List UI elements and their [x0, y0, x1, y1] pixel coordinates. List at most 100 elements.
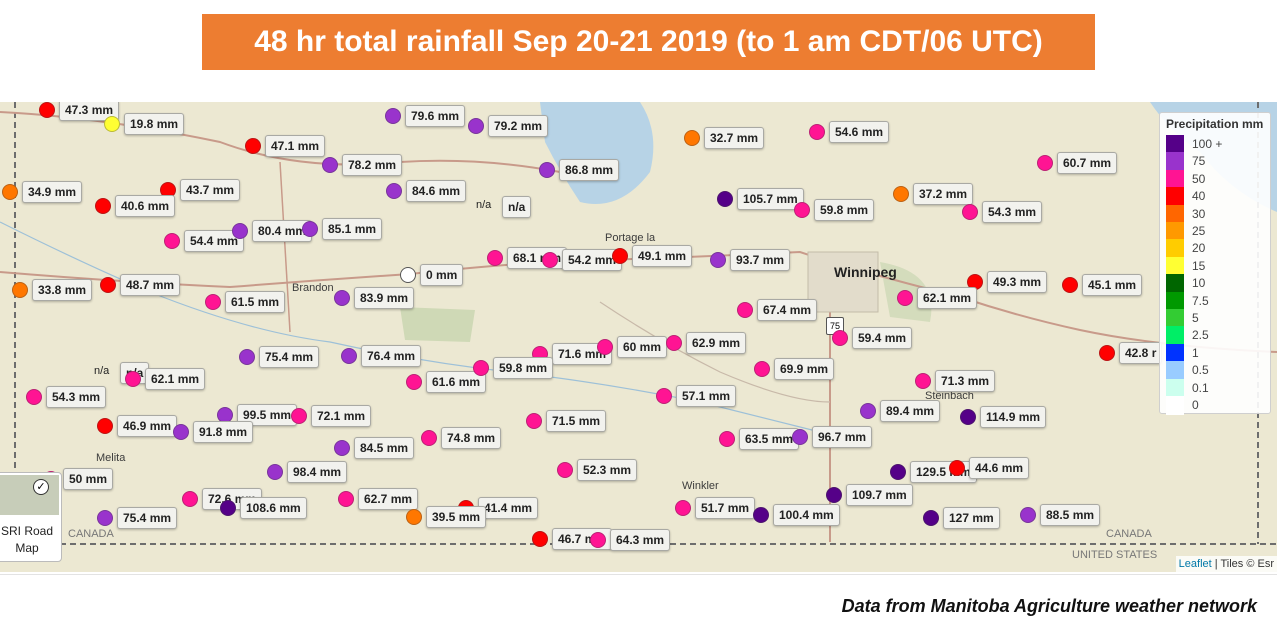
station-dot[interactable]: [526, 413, 542, 429]
station-rainfall-label: 19.8 mm: [124, 113, 185, 135]
station-dot[interactable]: [1037, 155, 1053, 171]
station-dot[interactable]: [949, 460, 965, 476]
station-dot[interactable]: [557, 462, 573, 478]
legend-label: 2.5: [1192, 328, 1209, 343]
station-rainfall-label: 71.3 mm: [935, 370, 996, 392]
station-dot[interactable]: [220, 500, 236, 516]
station-dot[interactable]: [710, 252, 726, 268]
basemap-thumbnail[interactable]: [0, 475, 59, 515]
station-dot[interactable]: [232, 223, 248, 239]
station-dot[interactable]: [95, 198, 111, 214]
station-dot[interactable]: [97, 418, 113, 434]
station-dot[interactable]: [2, 184, 18, 200]
station-dot[interactable]: [302, 221, 318, 237]
station-dot[interactable]: [719, 431, 735, 447]
station-dot[interactable]: [737, 302, 753, 318]
station-dot[interactable]: [656, 388, 672, 404]
station-dot[interactable]: [205, 294, 221, 310]
town-winnipeg: Winnipeg: [834, 264, 897, 280]
station-dot[interactable]: [267, 464, 283, 480]
station-dot[interactable]: [960, 409, 976, 425]
station-dot[interactable]: [542, 252, 558, 268]
station-dot[interactable]: [125, 371, 141, 387]
country-label-canada-west: CANADA: [68, 528, 114, 540]
legend-label: 10: [1192, 276, 1206, 291]
station-dot[interactable]: [1020, 507, 1036, 523]
station-dot[interactable]: [12, 282, 28, 298]
station-dot[interactable]: [386, 183, 402, 199]
station-rainfall-label: 54.2 mm: [562, 249, 623, 271]
station-dot[interactable]: [473, 360, 489, 376]
station-dot[interactable]: [832, 330, 848, 346]
leaflet-link[interactable]: Leaflet: [1178, 558, 1212, 570]
station-dot[interactable]: [104, 116, 120, 132]
station-dot[interactable]: [826, 487, 842, 503]
station-dot[interactable]: [860, 403, 876, 419]
station-dot[interactable]: [239, 349, 255, 365]
station-dot[interactable]: [794, 202, 810, 218]
station-rainfall-label: 68.1 mm: [507, 247, 568, 269]
legend-label: 0.5: [1192, 363, 1209, 378]
station-dot[interactable]: [400, 267, 416, 283]
rainfall-map[interactable]: Brandon Portage la Winnipeg Steinbach Me…: [0, 102, 1277, 572]
station-dot[interactable]: [334, 440, 350, 456]
station-dot[interactable]: [539, 162, 555, 178]
station-dot[interactable]: [809, 124, 825, 140]
station-rainfall-label: 34.9 mm: [22, 181, 83, 203]
station-rainfall-label: 96.7 mm: [812, 426, 873, 448]
station-rainfall-label: 43.7 mm: [180, 179, 241, 201]
station-rainfall-label: 37.2 mm: [913, 183, 974, 205]
station-dot[interactable]: [597, 339, 613, 355]
station-rainfall-label: n/a: [502, 196, 532, 218]
station-dot[interactable]: [962, 204, 978, 220]
data-source-note: Data from Manitoba Agriculture weather n…: [841, 596, 1257, 616]
station-dot[interactable]: [322, 157, 338, 173]
divider: [0, 574, 1277, 575]
station-dot[interactable]: [338, 491, 354, 507]
station-dot[interactable]: [487, 250, 503, 266]
station-dot[interactable]: [897, 290, 913, 306]
station-dot[interactable]: [39, 102, 55, 118]
station-dot[interactable]: [1062, 277, 1078, 293]
station-dot[interactable]: [753, 507, 769, 523]
station-rainfall-label: 114.9 mm: [980, 406, 1047, 428]
station-dot[interactable]: [754, 361, 770, 377]
station-dot[interactable]: [684, 130, 700, 146]
station-dot[interactable]: [173, 424, 189, 440]
station-rainfall-label: 47.1 mm: [265, 135, 326, 157]
station-dot[interactable]: [915, 373, 931, 389]
station-dot[interactable]: [182, 491, 198, 507]
station-dot[interactable]: [341, 348, 357, 364]
station-dot[interactable]: [890, 464, 906, 480]
station-dot[interactable]: [421, 430, 437, 446]
layer-label[interactable]: SRI Road Map: [0, 524, 54, 555]
layer-control[interactable]: ✓ SRI Road Map: [0, 472, 62, 562]
station-dot[interactable]: [923, 510, 939, 526]
station-dot[interactable]: [792, 429, 808, 445]
legend-swatch: [1166, 135, 1184, 154]
check-icon[interactable]: ✓: [33, 479, 49, 495]
station-dot[interactable]: [97, 510, 113, 526]
station-dot[interactable]: [675, 500, 691, 516]
station-dot[interactable]: [291, 408, 307, 424]
station-dot[interactable]: [468, 118, 484, 134]
station-dot[interactable]: [164, 233, 180, 249]
station-dot[interactable]: [590, 532, 606, 548]
station-dot[interactable]: [385, 108, 401, 124]
station-dot[interactable]: [406, 509, 422, 525]
station-dot[interactable]: [717, 191, 733, 207]
legend-label: 0.1: [1192, 380, 1209, 395]
station-dot[interactable]: [532, 531, 548, 547]
town-melita: Melita: [96, 452, 126, 464]
station-dot[interactable]: [100, 277, 116, 293]
station-dot[interactable]: [245, 138, 261, 154]
legend-swatch: [1166, 378, 1184, 398]
station-dot[interactable]: [406, 374, 422, 390]
station-dot[interactable]: [893, 186, 909, 202]
station-dot[interactable]: [334, 290, 350, 306]
station-dot[interactable]: [26, 389, 42, 405]
legend-swatch: [1166, 256, 1184, 276]
station-dot[interactable]: [666, 335, 682, 351]
station-dot[interactable]: [1099, 345, 1115, 361]
station-dot[interactable]: [612, 248, 628, 264]
